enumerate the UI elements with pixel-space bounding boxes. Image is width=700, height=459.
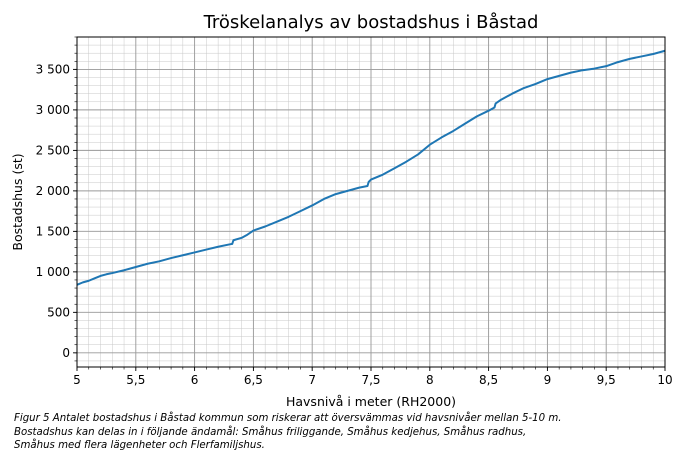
x-tick-label: 7,5 xyxy=(361,373,380,387)
y-axis-label: Bostadshus (st) xyxy=(10,153,25,250)
figure-caption: Figur 5 Antalet bostadshus i Båstad komm… xyxy=(14,412,694,453)
x-tick-label: 5 xyxy=(73,373,81,387)
caption-line: Figur 5 Antalet bostadshus i Båstad komm… xyxy=(14,413,562,424)
major-grid xyxy=(76,37,666,367)
x-tick-label: 5,5 xyxy=(126,373,145,387)
y-tick-label: 500 xyxy=(47,306,70,320)
x-tick-label: 8,5 xyxy=(479,373,498,387)
caption-line: Småhus med flera lägenheter och Flerfami… xyxy=(14,440,265,451)
y-tick-label: 3 000 xyxy=(36,103,70,117)
x-tick-label: 9,5 xyxy=(597,373,616,387)
x-tick-label: 8 xyxy=(426,373,434,387)
x-tick-label: 6 xyxy=(191,373,199,387)
y-tick-label: 2 000 xyxy=(36,184,70,198)
series-line xyxy=(76,49,666,286)
x-axis-label: Havsnivå i meter (RH2000) xyxy=(286,394,456,409)
y-tick-label: 3 500 xyxy=(36,63,70,77)
axis-ticks: 5 5,5 6 6,5 7 7,5 8 8,5 9 9,5 10 0 500 1 000 1 500 2 00… xyxy=(36,36,673,387)
y-tick-label: 1 000 xyxy=(36,265,70,279)
y-tick-label: 1 500 xyxy=(36,225,70,239)
y-tick-label: 2 500 xyxy=(36,144,70,158)
series-layer xyxy=(76,49,666,286)
x-tick-label: 6,5 xyxy=(244,373,263,387)
y-tick-label: 0 xyxy=(62,346,70,360)
chart-title: Tröskelanalys av bostadshus i Båstad xyxy=(203,12,539,33)
x-tick-label: 9 xyxy=(544,373,552,387)
caption-line: Bostadshus kan delas in i följande ändam… xyxy=(14,426,527,438)
chart: 5 5,5 6 6,5 7 7,5 8 8,5 9 9,5 10 0 500 1 000 1 500 2 00… xyxy=(10,12,673,409)
x-tick-label: 7 xyxy=(308,373,316,387)
x-tick-label: 10 xyxy=(657,373,672,387)
